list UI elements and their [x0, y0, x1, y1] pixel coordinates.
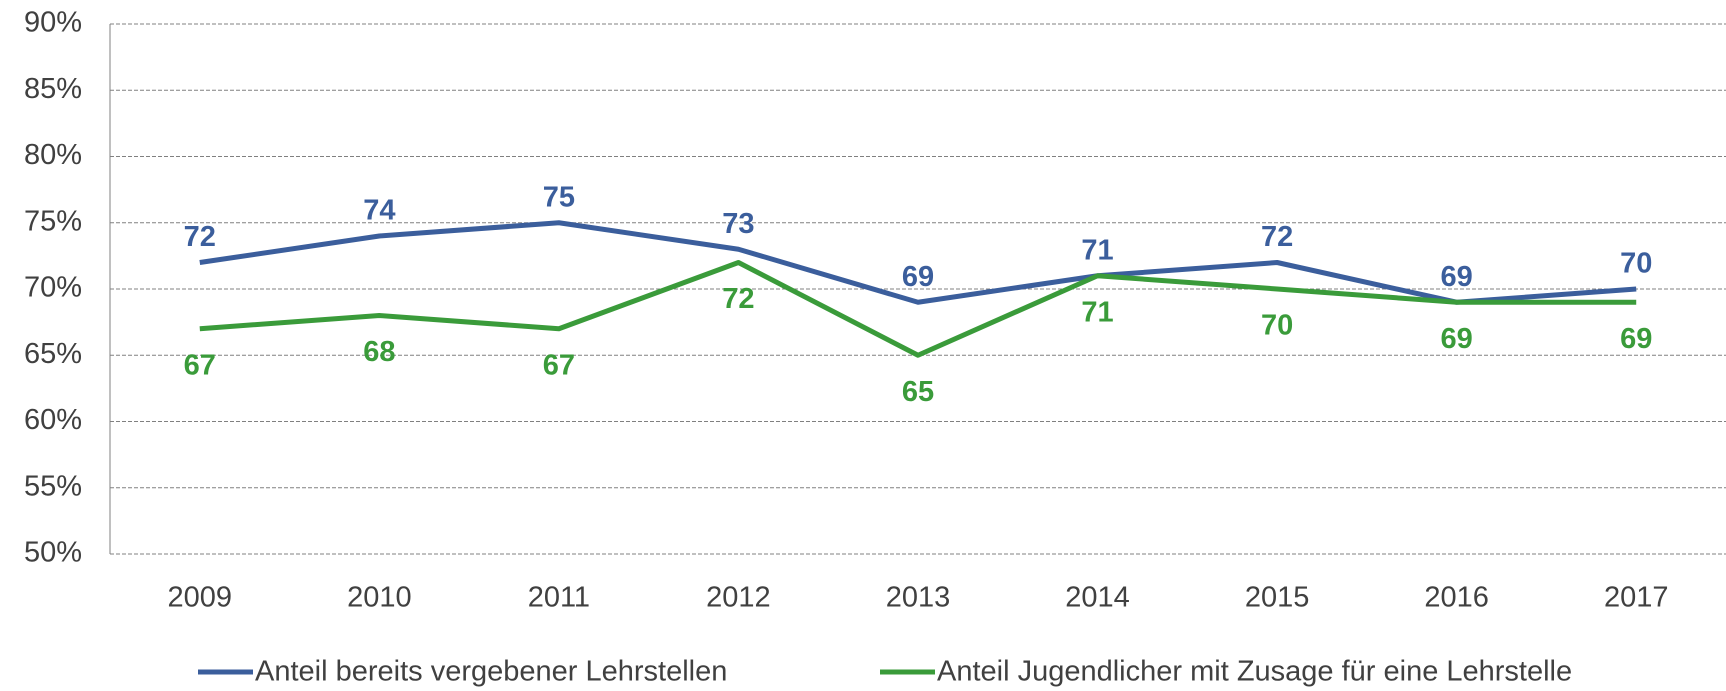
- y-tick-label: 60%: [24, 404, 82, 436]
- x-tick-label: 2010: [347, 582, 412, 614]
- data-label: 75: [543, 181, 575, 213]
- data-label: 67: [184, 349, 216, 381]
- y-tick-label: 80%: [24, 139, 82, 171]
- data-label: 73: [722, 208, 754, 240]
- x-tick-label: 2016: [1424, 582, 1489, 614]
- y-tick-label: 70%: [24, 272, 82, 304]
- x-tick-label: 2013: [886, 582, 951, 614]
- data-label: 71: [1081, 296, 1113, 328]
- series-line: [199, 260, 1637, 358]
- legend-label: Anteil Jugendlicher mit Zusage für eine …: [937, 656, 1572, 688]
- data-label: 69: [1441, 261, 1473, 293]
- y-tick-label: 90%: [24, 7, 82, 39]
- x-tick-label: 2009: [168, 582, 233, 614]
- series-line: [199, 220, 1637, 305]
- x-tick-label: 2011: [528, 582, 590, 614]
- y-tick-label: 85%: [24, 73, 82, 105]
- y-tick-label: 75%: [24, 205, 82, 237]
- data-label: 72: [184, 221, 216, 253]
- data-label: 67: [543, 349, 575, 381]
- data-label: 69: [1620, 323, 1652, 355]
- data-label: 70: [1261, 310, 1293, 342]
- data-label: 71: [1081, 234, 1113, 266]
- data-label: 72: [722, 283, 754, 315]
- y-tick-label: 50%: [24, 537, 82, 569]
- data-label: 69: [1441, 323, 1473, 355]
- data-label: 69: [902, 261, 934, 293]
- data-label: 68: [363, 336, 395, 368]
- x-tick-label: 2014: [1065, 582, 1130, 614]
- data-label: 74: [363, 195, 395, 227]
- x-tick-label: 2017: [1604, 582, 1669, 614]
- y-tick-label: 55%: [24, 470, 82, 502]
- legend-label: Anteil bereits vergebener Lehrstellen: [255, 656, 727, 688]
- x-tick-label: 2012: [706, 582, 771, 614]
- x-tick-label: 2015: [1245, 582, 1310, 614]
- y-tick-label: 65%: [24, 338, 82, 370]
- data-label: 65: [902, 376, 934, 408]
- data-label: 72: [1261, 221, 1293, 253]
- data-label: 70: [1620, 248, 1652, 280]
